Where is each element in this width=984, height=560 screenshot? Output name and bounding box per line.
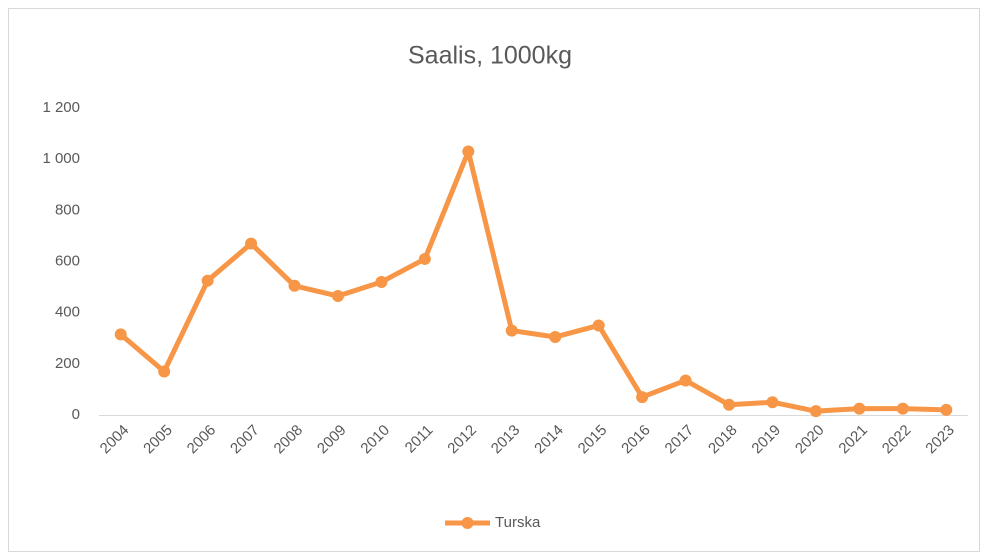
data-point <box>158 365 171 378</box>
data-point <box>288 279 301 292</box>
data-point <box>245 237 258 250</box>
data-point <box>549 330 562 343</box>
data-point <box>201 274 214 287</box>
y-tick-label: 200 <box>55 355 80 372</box>
y-tick-label: 600 <box>55 252 80 269</box>
y-tick-label: 800 <box>55 201 80 218</box>
data-point <box>331 290 344 303</box>
data-point <box>375 275 388 288</box>
data-point <box>462 145 475 158</box>
data-point <box>114 328 127 341</box>
data-point <box>636 391 649 404</box>
y-tick-label: 0 <box>72 406 80 423</box>
y-tick-label: 400 <box>55 304 80 321</box>
data-point <box>896 402 909 415</box>
legend-label: Turska <box>495 514 541 531</box>
y-tick-label: 1 000 <box>42 150 80 167</box>
data-point <box>940 403 953 416</box>
data-point <box>679 374 692 387</box>
data-point <box>853 402 866 415</box>
data-point <box>418 252 431 265</box>
data-point <box>766 396 779 409</box>
data-point <box>592 319 605 332</box>
chart-border <box>8 8 980 552</box>
y-tick-label: 1 200 <box>42 99 80 116</box>
legend-marker <box>461 517 474 529</box>
chart-title: Saalis, 1000kg <box>408 42 572 70</box>
data-point <box>505 324 518 337</box>
series-line <box>119 148 947 414</box>
data-point <box>723 398 736 411</box>
data-point <box>809 405 822 418</box>
